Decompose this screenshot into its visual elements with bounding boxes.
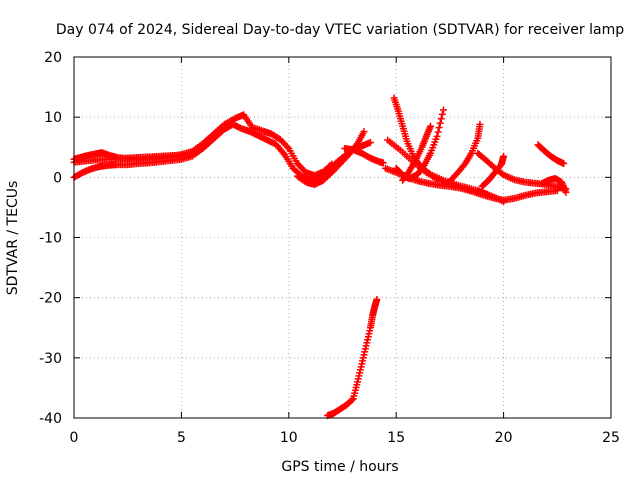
y-axis-label: SDTVAR / TECUs: [5, 181, 21, 296]
data-point: [482, 190, 490, 198]
series-arc14: [478, 152, 508, 190]
data-point: [366, 138, 374, 146]
data-point: [560, 159, 568, 167]
y-tick-label: 20: [44, 50, 62, 66]
x-tick-label: 5: [177, 430, 186, 446]
data-point: [379, 159, 387, 167]
data-point: [434, 128, 442, 136]
series-arc5: [323, 295, 381, 420]
data-points: [70, 94, 570, 420]
series-arc15: [534, 141, 568, 167]
series-arc16: [538, 175, 570, 196]
x-tick-label: 15: [387, 430, 405, 446]
series-arc12: [444, 120, 484, 187]
x-axis-label: GPS time / hours: [281, 459, 398, 475]
data-point: [439, 106, 447, 114]
data-point: [438, 110, 446, 118]
data-point: [373, 295, 381, 303]
data-point: [283, 143, 291, 151]
y-tick-label: -10: [39, 231, 62, 247]
y-tick-label: -20: [39, 291, 62, 307]
data-point: [188, 150, 196, 158]
series-arc4: [293, 128, 368, 189]
data-point: [437, 115, 445, 123]
y-tick-label: -30: [39, 351, 62, 367]
series-arc3: [70, 150, 196, 166]
data-point: [348, 396, 356, 404]
chart-title: Day 074 of 2024, Sidereal Day-to-day VTE…: [56, 22, 624, 38]
plot-frame: [73, 56, 612, 419]
tick-labels: 0 5 10 15 20 25 20 10 0 -10 -20 -30 -40: [39, 50, 620, 446]
y-tick-label: 0: [53, 170, 62, 186]
x-tick-label: 0: [70, 430, 79, 446]
x-tick-label: 20: [495, 430, 513, 446]
data-point: [500, 152, 508, 160]
data-point: [476, 120, 484, 128]
data-point: [433, 132, 441, 140]
x-tick-label: 25: [602, 430, 620, 446]
y-tick-label: -40: [39, 411, 62, 427]
data-point: [427, 122, 435, 130]
y-tick-label: 10: [44, 110, 62, 126]
data-point: [436, 119, 444, 127]
data-point: [360, 128, 368, 136]
data-point: [562, 188, 570, 196]
grid-lines: [74, 57, 611, 418]
x-tick-label: 10: [280, 430, 298, 446]
series-arc6: [341, 144, 387, 167]
data-point: [435, 124, 443, 132]
